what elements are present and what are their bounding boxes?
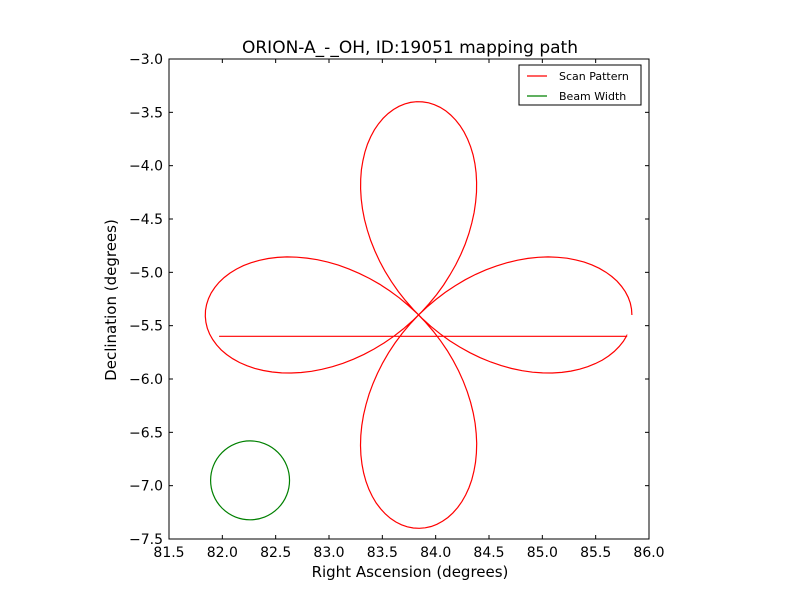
x-tick-label: 82.0 [207,545,238,561]
y-axis-label: Declination (degrees) [102,219,120,381]
y-tick-label: −3.0 [129,52,163,68]
x-tick-label: 84.5 [473,545,504,561]
y-tick-label: −4.5 [129,212,163,228]
beam-width-circle [210,440,291,521]
x-tick-label: 83.5 [367,545,398,561]
x-tick-label: 84.0 [420,545,451,561]
x-tick-label: 83.0 [313,545,344,561]
y-tick-label: −3.5 [129,105,163,121]
x-axis-label: Right Ascension (degrees) [312,563,509,581]
x-tick-label: 82.5 [260,545,291,561]
scan-pattern-line [204,101,633,529]
axes: 81.5 82.0 82.5 83.0 83.5 84.0 84.5 85.0 85.5 86.0… [129,52,665,561]
legend-box [518,64,642,106]
x-tick-label: 86.0 [633,545,664,561]
y-tick-label: −6.0 [129,372,163,388]
x-tick-label: 81.5 [153,545,184,561]
x-tick-label: 85.5 [580,545,611,561]
y-tick-label: −7.5 [129,532,163,548]
y-tick-label: −4.0 [129,159,163,175]
legend-label: Beam Width [559,90,626,103]
y-tick-label: −5.5 [129,319,163,335]
plot-area [204,101,633,529]
axes-frame [168,58,650,540]
legend: Scan Pattern Beam Width [518,64,642,106]
legend-label: Scan Pattern [559,70,629,83]
y-tick-label: −7.0 [129,479,163,495]
chart-title: ORION-A_-_OH, ID:19051 mapping path [242,38,578,58]
x-tick-label: 85.0 [527,545,558,561]
y-tick-label: −5.0 [129,265,163,281]
y-tick-label: −6.5 [129,425,163,441]
